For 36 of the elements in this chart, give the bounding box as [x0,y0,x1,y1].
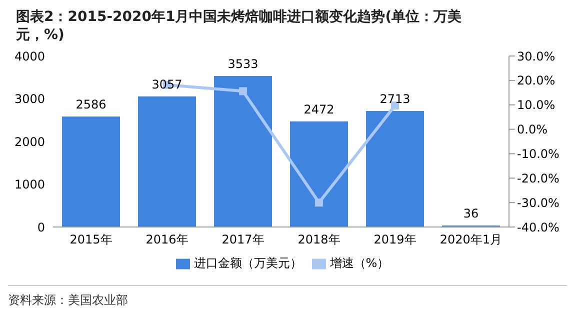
x-tick-label: 2015年 [70,232,112,247]
data-label: 36 [463,206,479,220]
y-tick-label: 2000 [14,134,45,149]
y2-tick-label: -30.0% [517,196,560,210]
legend-label: 进口金额（万美元） [194,256,302,270]
x-tick-label: 2019年 [374,232,416,247]
bar [366,111,424,227]
bar [290,121,348,227]
bar [214,76,272,227]
point [315,198,323,207]
x-tick-label: 2018年 [298,232,340,247]
y2-tick-label: -20.0% [517,171,560,186]
y2-tick-label: 20.0% [517,74,556,88]
y-tick-label: 4000 [14,49,45,64]
x-tick-label: 2020年1月 [440,232,502,247]
y2-tick-label: 30.0% [517,49,556,64]
chart-title: 图表2：2015-2020年1月中国未烤焙咖啡进口额变化趋势(单位：万美元，%) [15,8,463,44]
point [239,87,247,96]
bar [62,116,120,227]
y-tick-label: 1000 [14,178,45,192]
data-label: 3057 [152,77,182,92]
y2-tick-label: -40.0% [517,220,560,234]
bar [138,96,196,227]
y-tick-label: 0 [37,220,45,234]
legend-label: 增速（%） [330,256,390,270]
data-label: 2472 [304,102,334,116]
data-label: 2713 [380,92,410,106]
data-label: 2586 [76,97,106,112]
y-tick-label: 3000 [14,92,45,106]
data-label: 3533 [228,56,258,71]
y2-tick-label: 0.0% [517,122,548,137]
x-tick-label: 2017年 [222,232,264,247]
y2-tick-label: 10.0% [517,98,556,112]
text: 资料来源：美国农业部 [8,292,129,309]
x-tick-label: 2016年 [146,232,188,247]
y2-tick-label: -10.0% [517,146,560,161]
